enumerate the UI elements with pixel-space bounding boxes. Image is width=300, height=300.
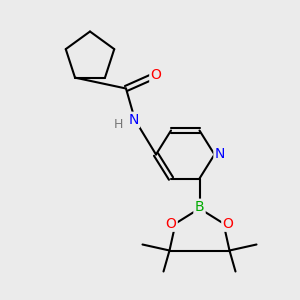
Text: O: O	[166, 217, 176, 230]
Text: O: O	[151, 68, 161, 82]
Text: H: H	[114, 118, 123, 131]
Text: B: B	[195, 200, 204, 214]
Text: N: N	[215, 148, 225, 161]
Text: N: N	[128, 113, 139, 127]
Text: O: O	[223, 217, 233, 230]
